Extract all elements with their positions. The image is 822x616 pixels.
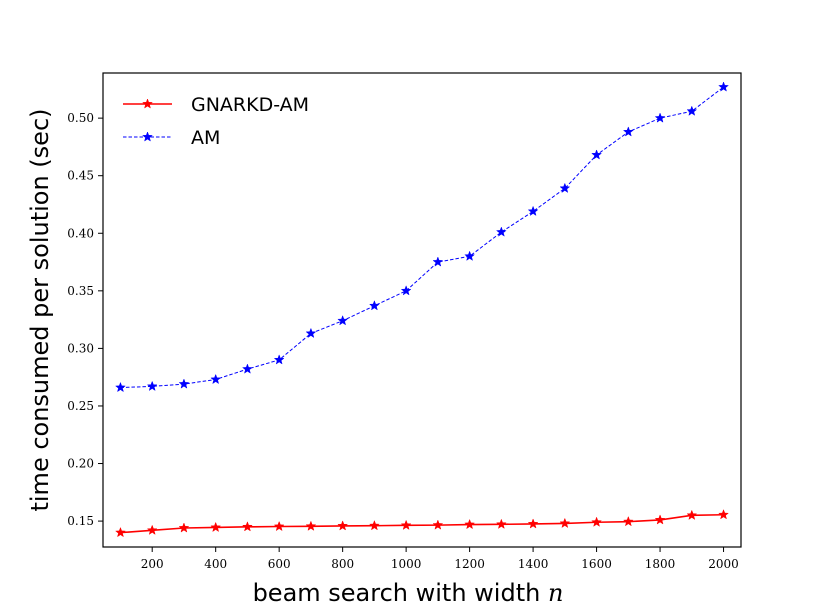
legend-marker (142, 98, 153, 109)
x-tick-label: 2000 (708, 557, 739, 571)
data-point (432, 256, 444, 267)
data-point (527, 518, 539, 529)
data-point (559, 182, 571, 193)
data-point (305, 327, 317, 339)
y-tick-label: 0.35 (67, 284, 94, 298)
y-axis-label: time consumed per solution (sec) (26, 108, 54, 511)
data-point (464, 250, 476, 261)
data-point (115, 381, 126, 393)
x-tick-label: 1600 (581, 557, 612, 571)
series-layer (115, 81, 729, 538)
legend-label: AM (191, 127, 220, 149)
data-point (368, 300, 380, 311)
data-point (718, 81, 729, 92)
data-point (241, 363, 253, 374)
legend-marker (142, 131, 153, 142)
data-point (178, 522, 190, 533)
x-tick-label: 400 (204, 557, 227, 571)
data-point (591, 516, 603, 527)
series-line (120, 513, 724, 534)
data-point (654, 514, 666, 525)
y-tick-label: 0.50 (67, 111, 94, 125)
data-point (273, 520, 285, 532)
plot-frame (102, 72, 742, 548)
data-point (718, 509, 729, 520)
x-tick-label: 600 (268, 557, 291, 571)
x-tick-label: 1000 (391, 557, 422, 571)
data-point (146, 380, 158, 392)
y-tick-label: 0.30 (67, 341, 94, 355)
data-point (591, 149, 603, 160)
data-point (622, 515, 634, 527)
y-tick-label: 0.25 (67, 399, 94, 413)
data-point (654, 112, 666, 123)
data-point (527, 205, 539, 217)
data-point (495, 226, 507, 237)
y-tick-label: 0.20 (67, 457, 94, 471)
y-tick-label: 0.15 (67, 514, 94, 528)
series-1 (115, 81, 729, 393)
x-tick-label: 200 (141, 557, 164, 571)
x-tick-label: 1400 (518, 557, 549, 571)
data-point (368, 519, 380, 531)
legend: GNARKD-AM AM (123, 94, 309, 149)
data-point (305, 520, 317, 531)
data-point (210, 521, 222, 533)
data-point (210, 373, 222, 385)
x-tick-label: 1800 (645, 557, 676, 571)
data-point (273, 354, 285, 365)
data-point (241, 521, 253, 532)
x-tick-label: 800 (331, 557, 354, 571)
data-point (337, 520, 349, 531)
data-point (400, 285, 412, 296)
y-tick-label: 0.45 (67, 169, 94, 183)
x-axis-label-variable: n (548, 579, 563, 607)
ticks-layer: 200 400 600 800 1000 1200 1400 1600 1800 2000 0.15… (67, 111, 739, 571)
x-tick-label: 1200 (454, 557, 485, 571)
y-tick-label: 0.40 (67, 226, 94, 240)
data-point (115, 526, 126, 538)
data-point (432, 519, 444, 530)
data-point (559, 517, 571, 529)
legend-label: GNARKD-AM (191, 94, 309, 116)
data-point (622, 126, 634, 137)
x-axis-label: beam search with width n (253, 579, 564, 607)
data-point (495, 518, 507, 529)
legend-item: GNARKD-AM (123, 94, 309, 116)
data-point (178, 378, 190, 389)
data-point (337, 315, 349, 326)
legend-item: AM (123, 127, 220, 149)
data-point (400, 519, 412, 530)
series-0 (115, 509, 729, 538)
data-point (686, 509, 698, 520)
data-point (686, 105, 698, 116)
data-point (146, 524, 158, 535)
data-point (464, 518, 476, 530)
